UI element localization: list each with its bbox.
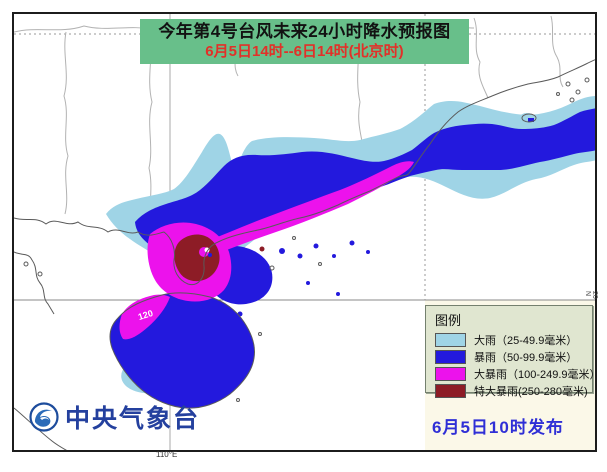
map-subtitle-validtime: 6月5日14时--6日14时(北京时) — [205, 43, 404, 60]
agency-branding: 中央气象台 — [28, 399, 200, 435]
legend-swatch-heavy-rainstorm — [435, 367, 466, 381]
title-box: 今年第4号台风未来24小时降水预报图 6月5日14时--6日14时(北京时) — [140, 19, 469, 64]
legend-label: 大雨（25-49.9毫米） — [474, 335, 578, 347]
legend-swatch-rainstorm — [435, 350, 466, 364]
rain-lobe-nw-hainan — [119, 294, 170, 340]
map-title: 今年第4号台风未来24小时降水预报图 — [158, 22, 451, 41]
rain-band-extreme-rainstorm — [174, 234, 265, 282]
rain-crescent-hole — [199, 247, 212, 257]
legend-item-heavy-rainstorm: 大暴雨（100-249.9毫米） — [435, 366, 601, 382]
legend-label: 大暴雨（100-249.9毫米） — [474, 369, 601, 381]
precipitation-map — [14, 14, 595, 450]
lon-label-110e: 110°E — [156, 450, 178, 459]
release-time: 6月5日10时发布 — [432, 418, 564, 437]
agency-name: 中央气象台 — [65, 405, 201, 433]
legend-label: 暴雨（50-99.9毫米） — [474, 352, 578, 364]
legend-swatch-extreme-rainstorm — [435, 384, 466, 398]
legend: 图例 大雨（25-49.9毫米） 暴雨（50-99.9毫米） 大暴雨（100-2… — [425, 305, 601, 398]
coastline — [14, 59, 595, 450]
legend-title: 图例 — [435, 313, 462, 328]
lat-label-20n: 20 N — [584, 291, 598, 299]
cma-logo-icon — [29, 402, 59, 432]
legend-item-heavy-rain: 大雨（25-49.9毫米） — [435, 332, 592, 348]
legend-item-rainstorm: 暴雨（50-99.9毫米） — [435, 349, 592, 365]
legend-label: 特大暴雨(250-280毫米) — [474, 386, 588, 398]
map-frame: 今年第4号台风未来24小时降水预报图 6月5日14时--6日14时(北京时) 图… — [12, 12, 601, 459]
rain-patch-fujian-2 — [533, 121, 543, 127]
legend-item-extreme-rainstorm: 特大暴雨(250-280毫米) — [435, 383, 592, 399]
legend-swatch-heavy-rain — [435, 333, 466, 347]
